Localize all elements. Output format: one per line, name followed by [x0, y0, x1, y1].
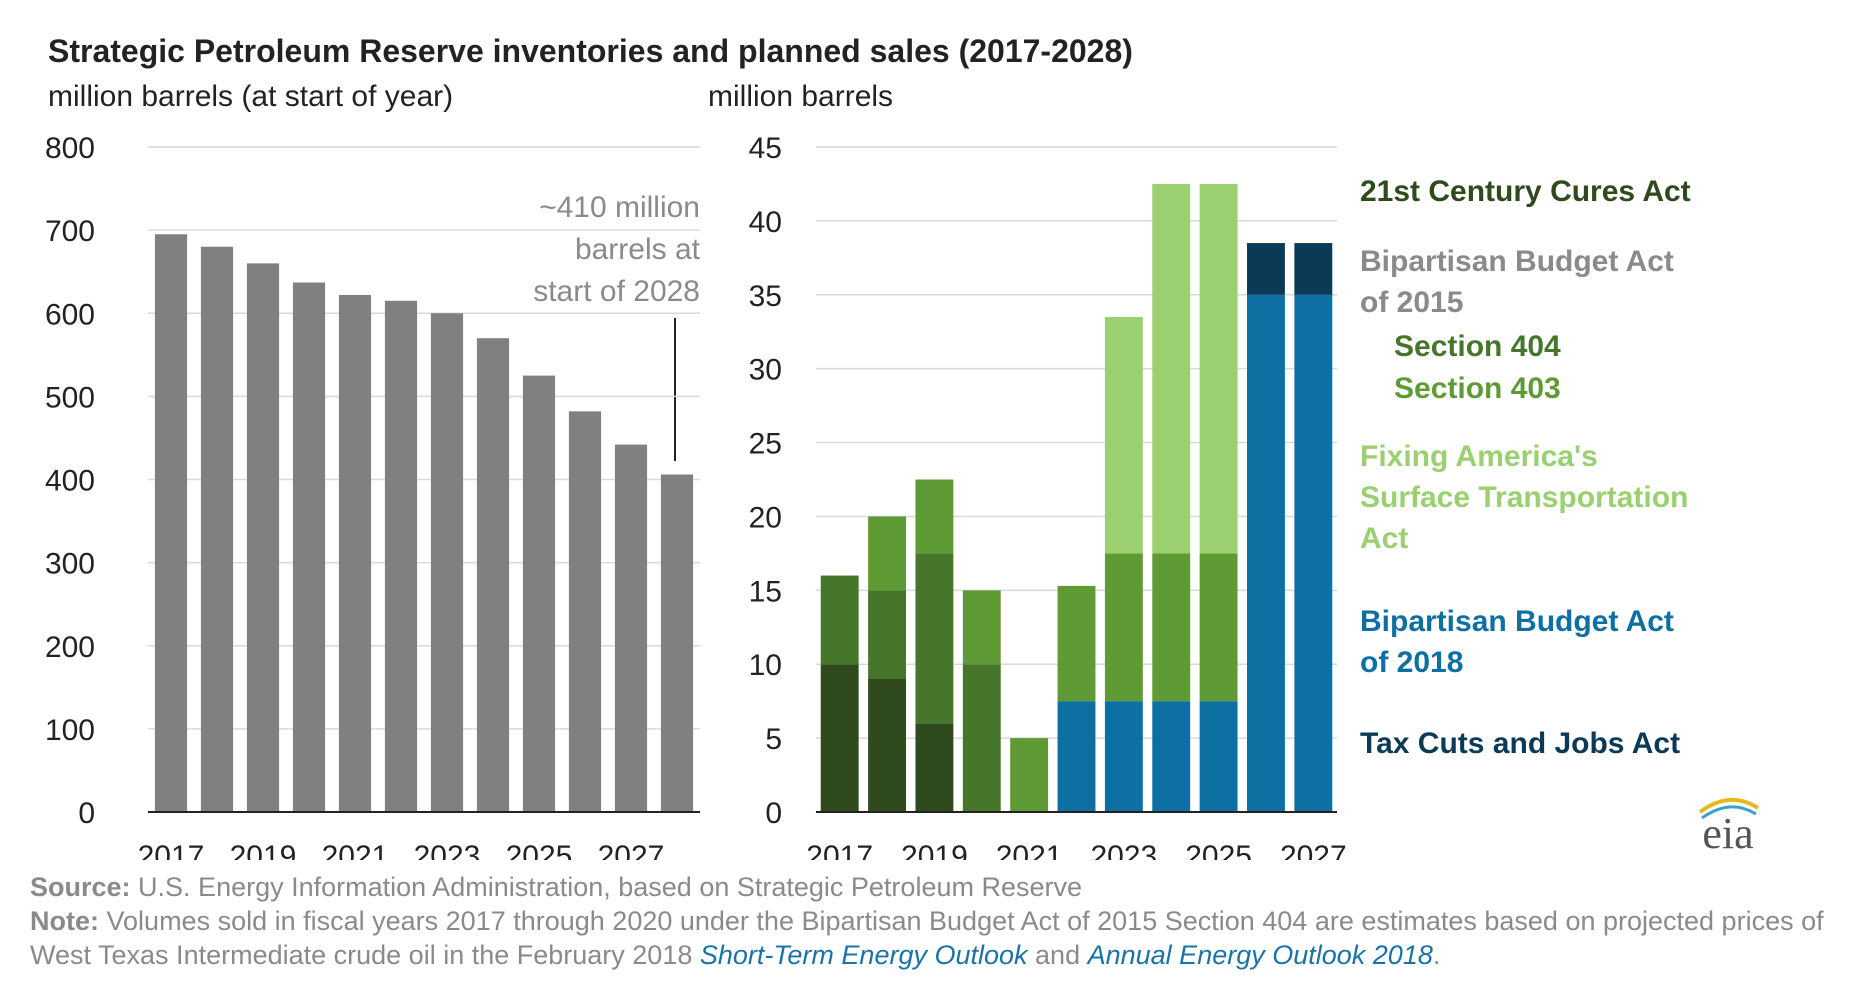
legend-item: Section 403	[1394, 372, 1561, 405]
bar-segment	[1104, 316, 1143, 554]
x-tick-label: 2017	[138, 840, 205, 860]
legend-item: Bipartisan Budget Act of 2018	[1360, 605, 1674, 679]
note-text: Volumes sold in fiscal years 2017 throug…	[30, 906, 1824, 970]
bar-segment	[820, 664, 859, 812]
legend-item: Fixing America's Surface Transportation …	[1360, 440, 1689, 555]
y-tick-label: 30	[749, 354, 782, 387]
bar	[568, 411, 602, 812]
bar	[476, 338, 510, 812]
legend-item: Tax Cuts and Jobs Act	[1360, 727, 1681, 760]
x-tick-label: 2019	[230, 840, 297, 860]
bar	[384, 300, 418, 812]
x-tick-label: 2021	[996, 840, 1063, 860]
y-tick-label: 20	[749, 501, 782, 534]
link[interactable]: Annual Energy Outlook 2018	[1087, 940, 1433, 970]
bar	[246, 263, 280, 812]
logo-arc	[1701, 805, 1757, 820]
bar	[430, 313, 464, 812]
y-tick-label: 100	[45, 714, 95, 747]
y-axis-label: million barrels (at start of year)	[48, 80, 453, 113]
annotation: ~410 million	[539, 191, 700, 224]
bar-segment	[1199, 553, 1238, 702]
y-tick-label: 600	[45, 298, 95, 331]
bar-segment	[820, 575, 859, 665]
bar-segment	[1152, 183, 1191, 554]
y-tick-label: 500	[45, 381, 95, 414]
bar	[338, 294, 372, 812]
bar-segment	[868, 590, 906, 679]
chart: Strategic Petroleum Reserve inventories …	[45, 33, 1760, 860]
footer: Source: U.S. Energy Information Administ…	[30, 870, 1860, 972]
bar-segment	[915, 553, 954, 724]
x-tick-label: 2027	[598, 840, 665, 860]
bar-segment	[1057, 701, 1096, 812]
bar	[200, 246, 234, 812]
y-tick-label: 700	[45, 215, 95, 248]
bar-segment	[1152, 701, 1191, 812]
bar-segment	[1104, 553, 1143, 702]
bar-segment	[1152, 553, 1191, 702]
y-tick-label: 800	[45, 132, 95, 165]
chart-title: Strategic Petroleum Reserve inventories …	[48, 33, 1133, 69]
y-tick-label: 45	[749, 132, 782, 165]
x-tick-label: 2023	[1090, 840, 1157, 860]
bar	[292, 282, 326, 812]
bar	[660, 474, 694, 812]
y-tick-label: 35	[749, 280, 782, 313]
bar	[154, 234, 188, 812]
x-tick-label: 2025	[506, 840, 573, 860]
source: Source: U.S. Energy Information Administ…	[30, 870, 1860, 904]
note: Note: Volumes sold in fiscal years 2017 …	[30, 904, 1860, 972]
annotation: barrels at	[575, 233, 701, 266]
y-tick-label: 0	[78, 797, 95, 830]
legend-item: 21st Century Cures Act	[1360, 175, 1691, 208]
y-tick-label: 10	[749, 649, 782, 682]
y-tick-label: 5	[765, 723, 782, 756]
link[interactable]: Short-Term Energy Outlook	[699, 940, 1028, 970]
bar	[614, 444, 648, 812]
y-tick-label: 15	[749, 575, 782, 608]
x-tick-label: 2023	[414, 840, 481, 860]
note-text: and	[1035, 940, 1081, 970]
bar	[522, 375, 556, 812]
source-text: U.S. Energy Information Administration, …	[138, 872, 1083, 902]
x-tick-label: 2019	[901, 840, 968, 860]
y-tick-label: 25	[749, 428, 782, 461]
legend-item: Section 404	[1394, 330, 1561, 363]
bar-segment	[1010, 738, 1049, 812]
legend-group-title: Bipartisan Budget Act of 2015	[1360, 245, 1674, 319]
bar-segment	[1247, 294, 1285, 812]
bar-segment	[1199, 701, 1238, 812]
y-tick-label: 0	[765, 797, 782, 830]
bar-segment	[1294, 294, 1333, 812]
x-tick-label: 2017	[806, 840, 873, 860]
bar-segment	[1247, 243, 1285, 295]
bar-segment	[962, 664, 1001, 812]
bar-segment	[962, 590, 1001, 665]
y-tick-label: 200	[45, 631, 95, 664]
y-tick-label: 40	[749, 206, 782, 239]
bar-segment	[915, 723, 954, 812]
bar-segment	[915, 479, 954, 554]
bar-segment	[868, 679, 906, 812]
y-axis-label: million barrels	[708, 80, 893, 113]
note-text: .	[1432, 940, 1441, 970]
note-label: Note:	[30, 906, 99, 936]
bar-segment	[1294, 243, 1333, 295]
annotation: start of 2028	[533, 275, 700, 308]
source-label: Source:	[30, 872, 131, 902]
x-tick-label: 2021	[322, 840, 389, 860]
logo: eia	[1702, 809, 1753, 858]
bar-segment	[1057, 585, 1096, 702]
bar-segment	[1104, 701, 1143, 812]
bar-segment	[1199, 183, 1238, 554]
x-tick-label: 2025	[1185, 840, 1252, 860]
x-tick-label: 2027	[1280, 840, 1347, 860]
logo-arc	[1698, 797, 1760, 814]
y-tick-label: 400	[45, 465, 95, 498]
y-tick-label: 300	[45, 548, 95, 581]
bar-segment	[868, 516, 906, 591]
